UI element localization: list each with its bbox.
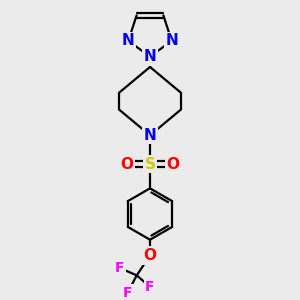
Text: O: O [143, 248, 157, 263]
Text: N: N [165, 33, 178, 48]
Text: S: S [145, 157, 155, 172]
Text: N: N [144, 49, 156, 64]
Text: O: O [166, 157, 179, 172]
Text: F: F [145, 280, 155, 294]
Text: F: F [123, 286, 132, 300]
Text: O: O [121, 157, 134, 172]
Text: N: N [122, 33, 135, 48]
Text: F: F [115, 261, 124, 275]
Text: N: N [144, 128, 156, 143]
